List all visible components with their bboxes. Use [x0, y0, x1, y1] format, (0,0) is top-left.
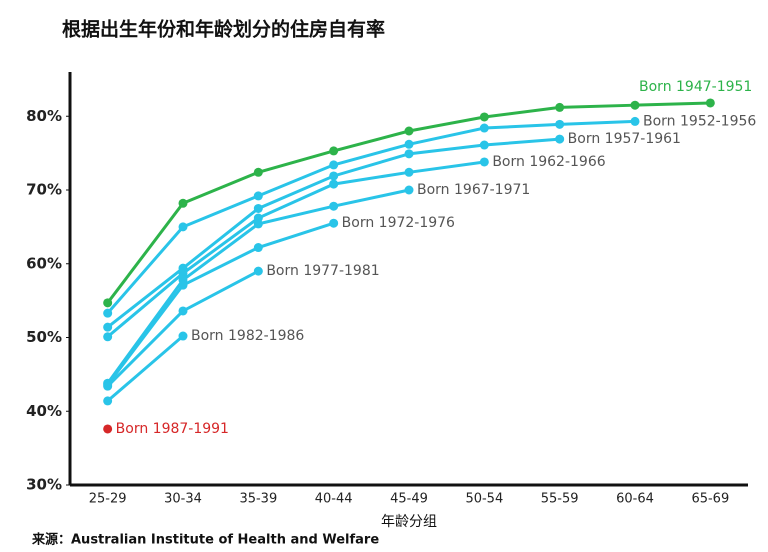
x-tick-label: 60-64	[616, 492, 654, 507]
point	[329, 218, 339, 228]
series-label: Born 1987-1991	[116, 421, 229, 437]
series-line	[106, 221, 335, 386]
point	[404, 139, 414, 149]
point	[555, 119, 565, 129]
x-axis-label: 年龄分组	[381, 514, 437, 530]
y-tick-label: 40%	[26, 402, 62, 420]
point	[178, 280, 188, 290]
x-tick-label: 35-39	[239, 492, 277, 507]
series-label: Born 1982-1986	[191, 328, 304, 344]
x-tick-label: 45-49	[390, 492, 428, 507]
point	[555, 102, 565, 112]
series-line	[106, 119, 636, 315]
series-line	[106, 160, 485, 338]
x-tick-label: 25-29	[89, 492, 127, 507]
point	[479, 157, 489, 167]
point	[404, 167, 414, 177]
chart-title: 根据出生年份和年龄划分的住房自有率	[62, 18, 385, 41]
point	[329, 201, 339, 211]
series-label: Born 1972-1976	[342, 215, 455, 231]
point	[178, 222, 188, 232]
point	[253, 167, 263, 177]
point	[329, 160, 339, 170]
source: 来源：Australian Institute of Health and We…	[31, 532, 379, 548]
point	[178, 306, 188, 316]
point	[103, 322, 113, 332]
point	[329, 146, 339, 156]
point	[178, 198, 188, 208]
point	[103, 332, 113, 342]
series-label: Born 1957-1961	[568, 131, 681, 147]
point	[329, 179, 339, 189]
series-label: Born 1952-1956	[643, 113, 756, 129]
point	[178, 331, 188, 341]
point	[404, 126, 414, 136]
point	[103, 298, 113, 308]
point	[253, 191, 263, 201]
point	[329, 171, 339, 181]
point	[103, 381, 113, 391]
series-label: Born 1967-1971	[417, 182, 530, 198]
x-tick-label: 65-69	[691, 492, 729, 507]
point	[630, 116, 640, 126]
point	[404, 149, 414, 159]
point	[479, 140, 489, 150]
point	[705, 98, 715, 108]
point	[555, 134, 565, 144]
y-tick-label: 60%	[26, 254, 62, 272]
series-line	[106, 334, 184, 403]
point	[479, 123, 489, 133]
series-label: Born 1977-1981	[266, 263, 379, 279]
series-label: Born 1962-1966	[492, 154, 605, 170]
y-tick-label: 80%	[26, 107, 62, 125]
point	[253, 219, 263, 229]
point	[103, 424, 113, 434]
point	[103, 308, 113, 318]
y-tick-label: 70%	[26, 181, 62, 199]
series-label: Born 1947-1951	[639, 79, 752, 95]
point	[404, 185, 414, 195]
y-tick-label: 30%	[26, 476, 62, 494]
y-tick-label: 50%	[26, 328, 62, 346]
x-tick-label: 40-44	[315, 492, 353, 507]
point	[253, 203, 263, 213]
x-tick-label: 50-54	[465, 492, 503, 507]
x-tick-label: 55-59	[541, 492, 579, 507]
x-tick-label: 30-34	[164, 492, 202, 507]
point	[103, 396, 113, 406]
point	[479, 112, 489, 122]
point	[630, 100, 640, 110]
point	[253, 266, 263, 276]
point	[253, 243, 263, 253]
point	[178, 268, 188, 278]
